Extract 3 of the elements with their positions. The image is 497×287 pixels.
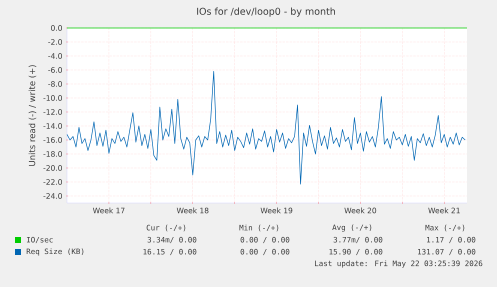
line-series [66, 71, 466, 184]
y-axis-title: Units read (-) / write (+) [28, 65, 36, 166]
chart-title: IOs for /dev/loop0 - by month [197, 8, 335, 17]
